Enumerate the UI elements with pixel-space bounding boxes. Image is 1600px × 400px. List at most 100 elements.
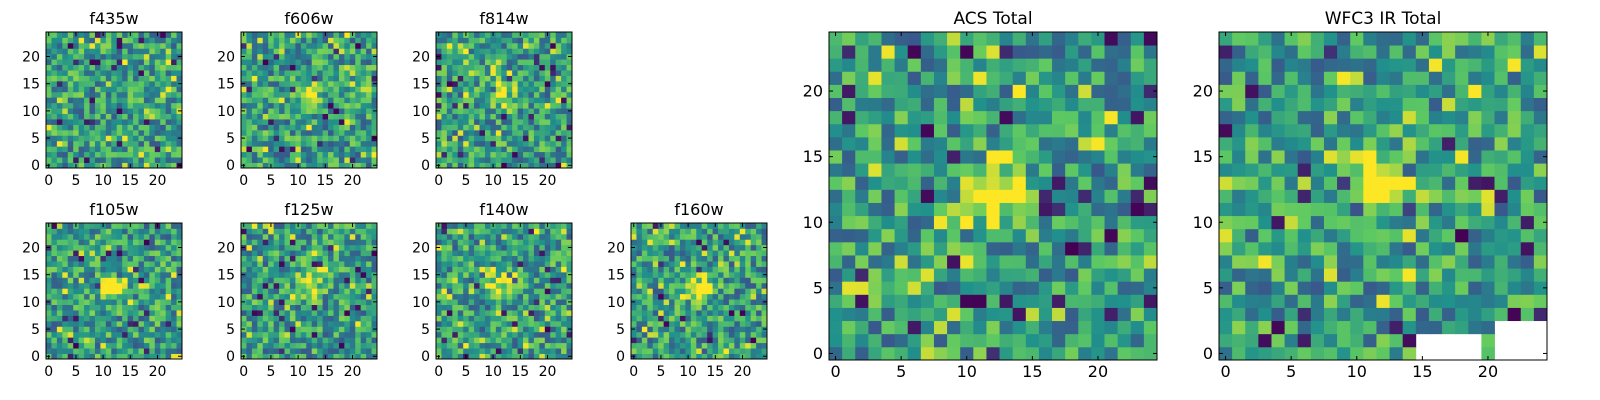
pixel [84, 304, 90, 311]
pixel [544, 48, 551, 55]
pixel [544, 59, 551, 66]
pixel [512, 293, 518, 300]
pixel [842, 241, 856, 256]
pixel [62, 86, 69, 93]
pixel [539, 157, 546, 163]
pixel [111, 59, 118, 66]
pixel [446, 315, 453, 322]
pixel [1078, 241, 1092, 256]
pixel [658, 326, 665, 333]
pixel [452, 304, 459, 311]
pixel [539, 250, 546, 257]
pixel [273, 102, 280, 109]
pixel [62, 271, 69, 278]
pixel [739, 228, 746, 235]
pixel [149, 320, 156, 327]
pixel [960, 320, 974, 335]
y-tick-label: 10 [217, 104, 235, 120]
pixel [436, 129, 442, 136]
pixel [171, 32, 177, 38]
pixel [111, 70, 118, 76]
pixel [67, 140, 74, 147]
pixel [366, 75, 372, 82]
pixel [349, 151, 356, 158]
pixel [89, 53, 96, 60]
pixel [67, 299, 74, 305]
pixel [116, 119, 123, 125]
pixel [89, 277, 96, 284]
pixel [960, 241, 974, 256]
pixel [523, 48, 529, 55]
pixel [366, 119, 372, 125]
pixel [366, 239, 372, 246]
pixel [306, 266, 313, 273]
pixel [446, 304, 453, 311]
pixel [484, 293, 491, 300]
pixel [446, 293, 453, 300]
pixel [279, 75, 285, 82]
pixel [894, 150, 909, 164]
pixel [251, 326, 258, 333]
pixel [463, 135, 470, 142]
pixel [143, 233, 150, 240]
pixel [718, 266, 724, 273]
pixel [1012, 294, 1027, 308]
pixel [322, 277, 329, 284]
pixel [116, 271, 123, 278]
y-tick-label: 15 [607, 268, 625, 284]
pixel [133, 320, 139, 327]
pixel [528, 113, 535, 120]
pixel [436, 320, 442, 327]
pixel [176, 266, 183, 273]
pixel [696, 304, 703, 311]
pixel [669, 348, 675, 354]
pixel [133, 250, 139, 257]
pixel [355, 70, 362, 76]
pixel [679, 326, 686, 333]
pixel [550, 129, 557, 136]
pixel [94, 151, 101, 158]
pixel [868, 268, 882, 282]
pixel [366, 337, 372, 344]
pixel [555, 124, 562, 131]
pixel [165, 108, 172, 114]
pixel [105, 244, 112, 251]
pixel [317, 299, 323, 305]
pixel [133, 53, 139, 60]
pixel [441, 80, 448, 87]
pixel [506, 135, 513, 142]
pixel [360, 310, 367, 316]
pixel [360, 108, 367, 114]
pixel [62, 261, 69, 267]
pixel [750, 326, 757, 333]
pixel [349, 233, 356, 240]
pixel [241, 113, 247, 120]
pixel [479, 64, 486, 71]
pixel [446, 288, 453, 295]
pixel [138, 70, 145, 76]
pixel [539, 146, 546, 153]
pixel [51, 42, 58, 49]
pixel [279, 59, 285, 66]
pixel [94, 59, 101, 66]
pixel [484, 80, 491, 87]
pixel [73, 348, 80, 354]
pixel [452, 75, 459, 82]
pixel [371, 282, 378, 289]
pixel [295, 239, 302, 246]
pixel [89, 239, 96, 246]
pixel [241, 348, 247, 354]
pixel [322, 342, 329, 349]
pixel [761, 239, 768, 246]
pixel [894, 307, 909, 322]
pixel [463, 261, 470, 267]
pixel [116, 261, 123, 267]
pixel [484, 255, 491, 262]
pixel [517, 86, 524, 93]
pixel [122, 157, 128, 163]
pixel [122, 326, 128, 333]
pixel [1065, 215, 1079, 230]
pixel [555, 157, 562, 163]
pixel [479, 337, 486, 344]
pixel [652, 348, 659, 354]
